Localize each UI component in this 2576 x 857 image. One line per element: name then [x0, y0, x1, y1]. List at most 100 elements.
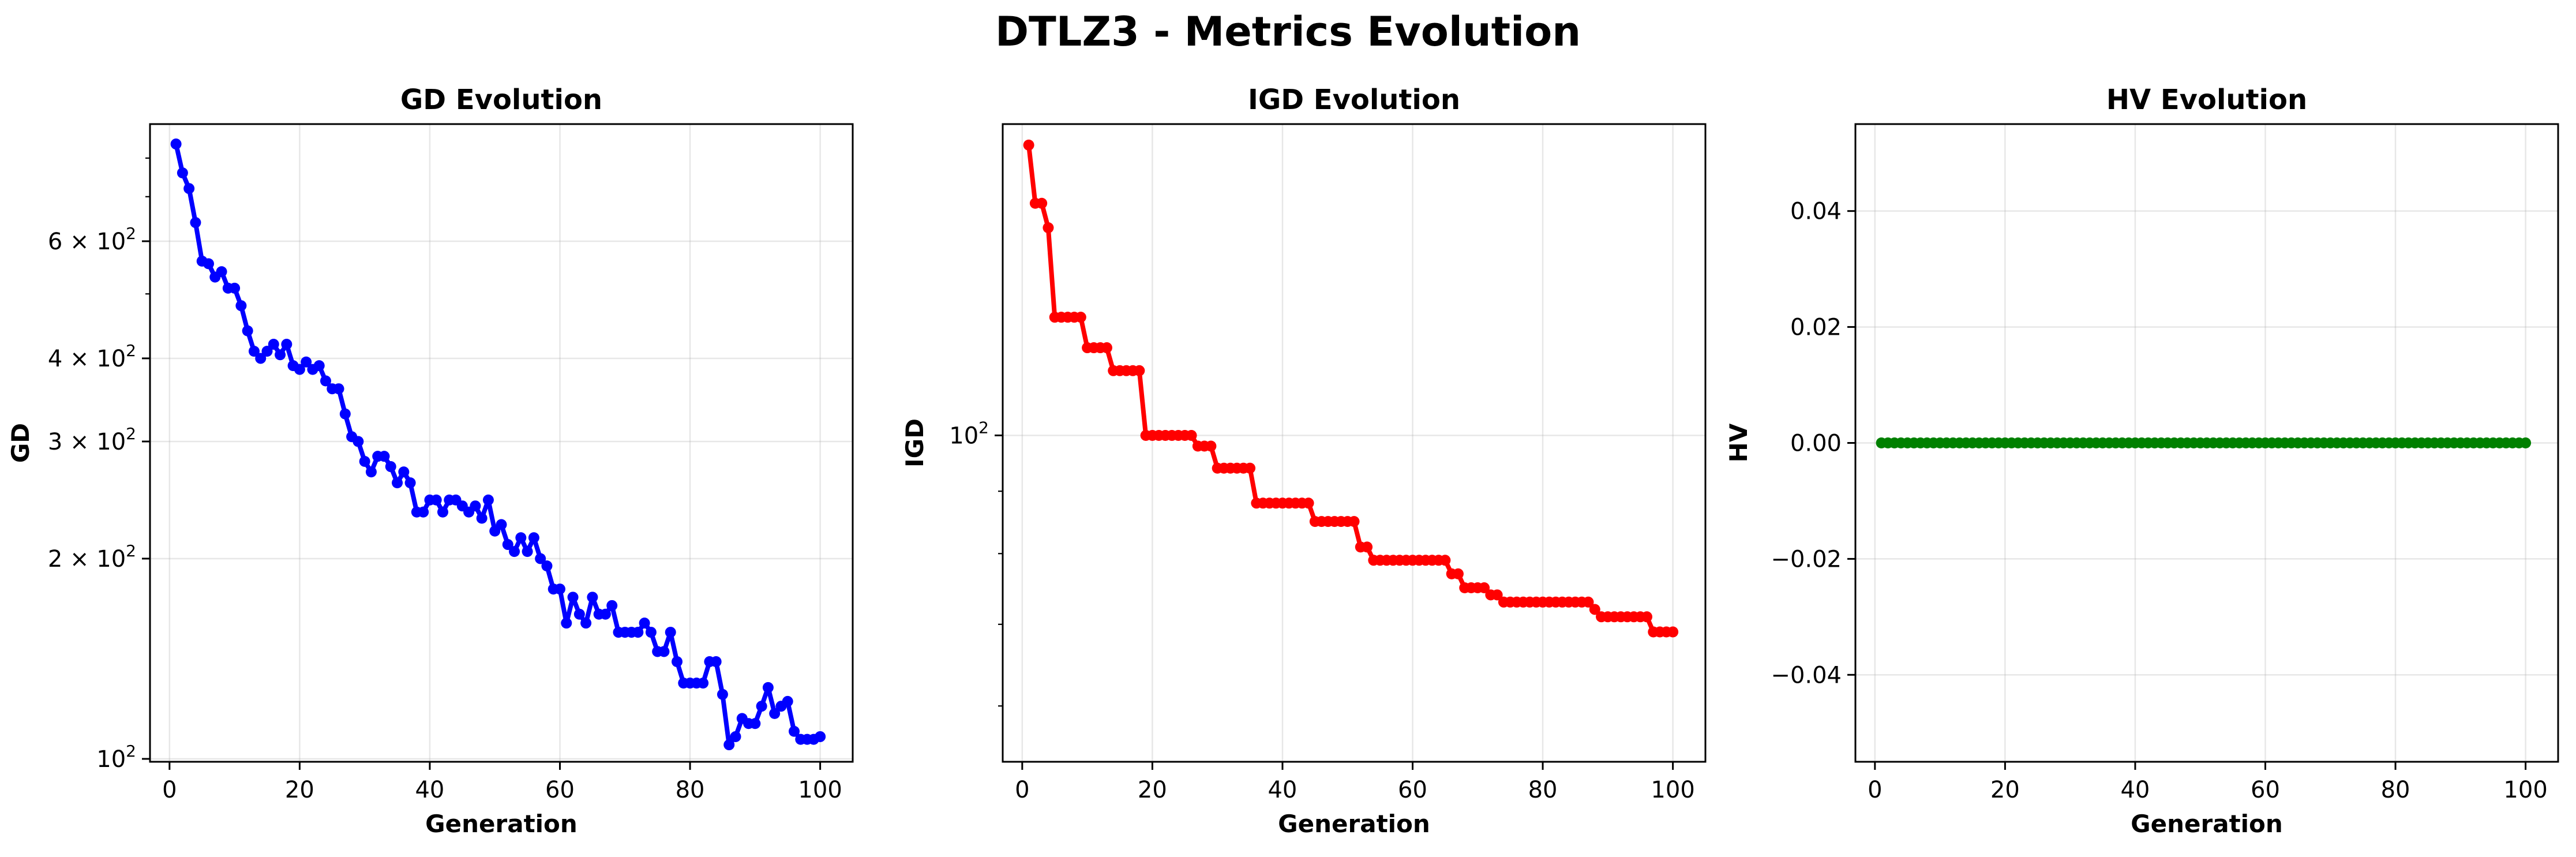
data-point — [698, 678, 709, 689]
data-point — [353, 436, 364, 447]
data-point — [730, 731, 741, 742]
data-point — [672, 656, 683, 668]
data-point — [235, 300, 247, 312]
data-point — [632, 627, 644, 638]
data-point — [515, 532, 527, 544]
data-point — [418, 506, 429, 518]
data-point — [710, 656, 722, 668]
tick-exponent: 2 — [126, 742, 136, 761]
data-point — [789, 725, 800, 737]
y-tick-label: 102 — [96, 742, 136, 773]
data-point — [782, 695, 793, 707]
data-point — [385, 461, 396, 473]
data-point — [229, 282, 241, 294]
data-point — [658, 646, 670, 657]
tick-exponent: 2 — [126, 541, 136, 560]
data-point — [177, 167, 188, 179]
data-point — [762, 682, 774, 693]
data-point — [723, 739, 735, 751]
series-line — [174, 143, 822, 747]
tick-mantissa: 4 × — [48, 346, 96, 372]
data-point — [528, 532, 539, 544]
data-point — [313, 360, 325, 372]
tick-base: 10 — [96, 346, 126, 372]
data-point — [749, 718, 761, 729]
x-axis-label: Generation — [425, 810, 578, 838]
tick-exponent: 2 — [126, 341, 136, 360]
data-point — [665, 627, 676, 638]
tick-base: 10 — [96, 429, 126, 455]
data-point — [756, 701, 767, 712]
data-point — [281, 339, 293, 350]
tick-base: 10 — [96, 229, 126, 255]
data-point — [378, 451, 390, 462]
data-point — [437, 506, 448, 518]
data-point — [203, 258, 214, 270]
data-point — [392, 477, 403, 489]
plot-frame — [149, 123, 854, 763]
data-point — [430, 494, 442, 506]
data-point — [717, 688, 728, 700]
data-point — [294, 364, 305, 375]
figure-title: DTLZ3 - Metrics Evolution — [995, 8, 1581, 55]
data-point — [476, 512, 488, 524]
data-point — [509, 546, 520, 557]
data-point — [482, 494, 494, 506]
data-point — [769, 708, 781, 719]
data-point — [470, 500, 481, 512]
data-point — [248, 346, 260, 357]
data-point — [339, 408, 351, 420]
y-tick-label: 4 × 102 — [48, 341, 136, 372]
data-point — [554, 583, 565, 595]
data-point — [359, 456, 370, 467]
data-point — [639, 618, 650, 629]
x-tick-label: 100 — [798, 777, 842, 803]
data-point — [261, 346, 273, 357]
data-point — [599, 608, 611, 620]
data-point — [496, 519, 507, 530]
data-point — [573, 608, 585, 620]
subplot-title: GD Evolution — [400, 84, 602, 116]
data-point — [522, 546, 533, 557]
data-point — [333, 383, 344, 395]
tick-base: 10 — [96, 746, 126, 773]
x-tick-label: 0 — [162, 777, 177, 803]
data-point — [587, 592, 598, 603]
data-point — [183, 183, 195, 194]
data-point — [502, 539, 513, 551]
x-tick-label: 60 — [545, 777, 575, 803]
y-axis-label: GD — [6, 423, 35, 463]
data-point — [645, 627, 657, 638]
data-point — [242, 325, 253, 336]
data-point — [398, 466, 410, 478]
data-point — [268, 339, 279, 350]
data-point — [275, 349, 286, 361]
data-point — [404, 477, 416, 489]
data-point — [606, 600, 618, 611]
data-point — [365, 466, 377, 478]
tick-mantissa: 2 × — [48, 546, 96, 572]
data-point — [216, 266, 227, 278]
data-point — [535, 553, 546, 564]
x-tick-label: 80 — [676, 777, 705, 803]
y-tick-label: 6 × 102 — [48, 224, 136, 255]
data-point — [561, 618, 572, 629]
y-tick-label: 3 × 102 — [48, 424, 136, 455]
data-point — [320, 375, 331, 387]
data-point — [301, 356, 312, 368]
x-tick-label: 20 — [285, 777, 314, 803]
tick-base: 10 — [96, 546, 126, 572]
data-point — [255, 353, 267, 364]
tick-mantissa: 3 × — [48, 429, 96, 455]
y-tick-label: 2 × 102 — [48, 541, 136, 572]
tick-exponent: 2 — [126, 424, 136, 443]
data-point — [580, 618, 592, 629]
data-point — [170, 139, 182, 150]
data-point — [190, 217, 201, 229]
data-point — [815, 731, 826, 742]
x-tick-label: 40 — [415, 777, 444, 803]
tick-mantissa: 6 × — [48, 229, 96, 255]
data-point — [567, 592, 579, 603]
